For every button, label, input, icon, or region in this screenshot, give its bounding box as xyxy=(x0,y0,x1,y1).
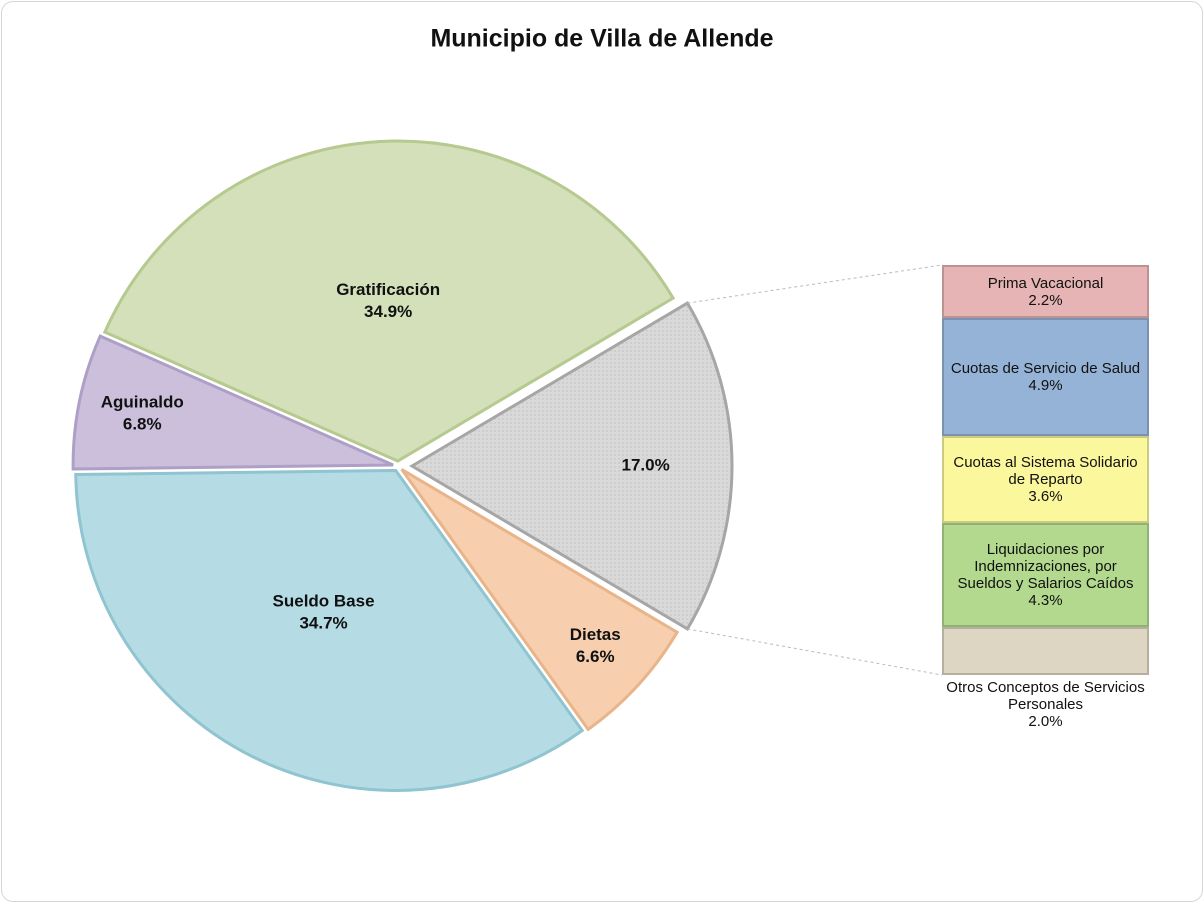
pie-slice xyxy=(71,334,394,471)
chart-title: Municipio de Villa de Allende xyxy=(430,25,773,53)
pie-slice xyxy=(409,301,734,631)
bar-segment xyxy=(942,626,1149,675)
slice-value-label: 34.9% xyxy=(364,302,412,321)
segment-name: Otros Conceptos de Servicios Personales xyxy=(946,679,1145,713)
connector-line xyxy=(687,628,943,676)
segment-name: Cuotas de Servicio de Salud xyxy=(950,360,1141,378)
segment-value-label: 4.3% xyxy=(1028,591,1063,609)
segment-value-label: 2.0% xyxy=(1028,713,1063,730)
pie-slice xyxy=(400,468,680,732)
segment-label: Prima Vacacional 2.2% xyxy=(942,265,1149,318)
slice-label: Dietas xyxy=(570,625,621,644)
slice-value-label: 6.6% xyxy=(576,647,615,666)
slice-value-label: 34.7% xyxy=(299,614,347,633)
connector-line xyxy=(687,264,943,304)
segment-value-label: 2.2% xyxy=(1028,291,1063,309)
segment-label: Liquidaciones por Indemnizaciones, por S… xyxy=(942,523,1149,627)
slice-value-label: 6.8% xyxy=(123,414,162,433)
segment-name: Prima Vacacional xyxy=(987,274,1104,292)
slice-label: Gratificación xyxy=(336,280,440,299)
slice-label: Sueldo Base xyxy=(273,592,375,611)
segment-label: Cuotas de Servicio de Salud 4.9% xyxy=(942,318,1149,436)
pie-slice xyxy=(74,468,585,792)
segment-label: Otros Conceptos de Servicios Personales 2… xyxy=(922,679,1169,730)
slice-value-label: 17.0% xyxy=(621,455,669,474)
segment-name: Liquidaciones por Indemnizaciones, por S… xyxy=(957,540,1134,592)
bar-segment xyxy=(942,318,1149,437)
bar-segment xyxy=(942,436,1149,524)
pie-slice xyxy=(102,139,676,463)
bar-segment xyxy=(942,265,1149,319)
segment-name: Cuotas al Sistema Solidario de Reparto xyxy=(953,454,1138,489)
bar-segment xyxy=(942,523,1149,627)
slice-label: Aguinaldo xyxy=(101,392,184,411)
segment-label: Cuotas al Sistema Solidario de Reparto 3.… xyxy=(942,436,1149,523)
segment-value-label: 3.6% xyxy=(1028,488,1063,506)
segment-value-label: 4.9% xyxy=(1028,377,1063,395)
